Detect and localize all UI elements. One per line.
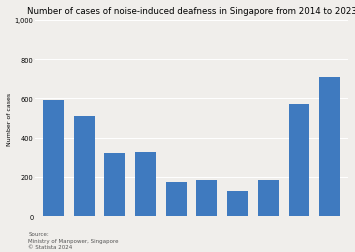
Y-axis label: Number of cases: Number of cases	[7, 92, 12, 145]
Bar	[166, 182, 187, 216]
Bar	[258, 180, 279, 216]
Bar	[135, 153, 156, 216]
Bar	[227, 191, 248, 216]
Title: Number of cases of noise-induced deafness in Singapore from 2014 to 2023: Number of cases of noise-induced deafnes…	[27, 7, 355, 16]
Bar	[104, 154, 125, 216]
Bar	[43, 101, 64, 216]
Bar	[73, 117, 94, 216]
Bar	[319, 78, 340, 216]
Bar	[196, 180, 217, 216]
Text: Source:
Ministry of Manpower, Singapore
© Statista 2024: Source: Ministry of Manpower, Singapore …	[28, 231, 119, 249]
Bar	[289, 105, 309, 216]
